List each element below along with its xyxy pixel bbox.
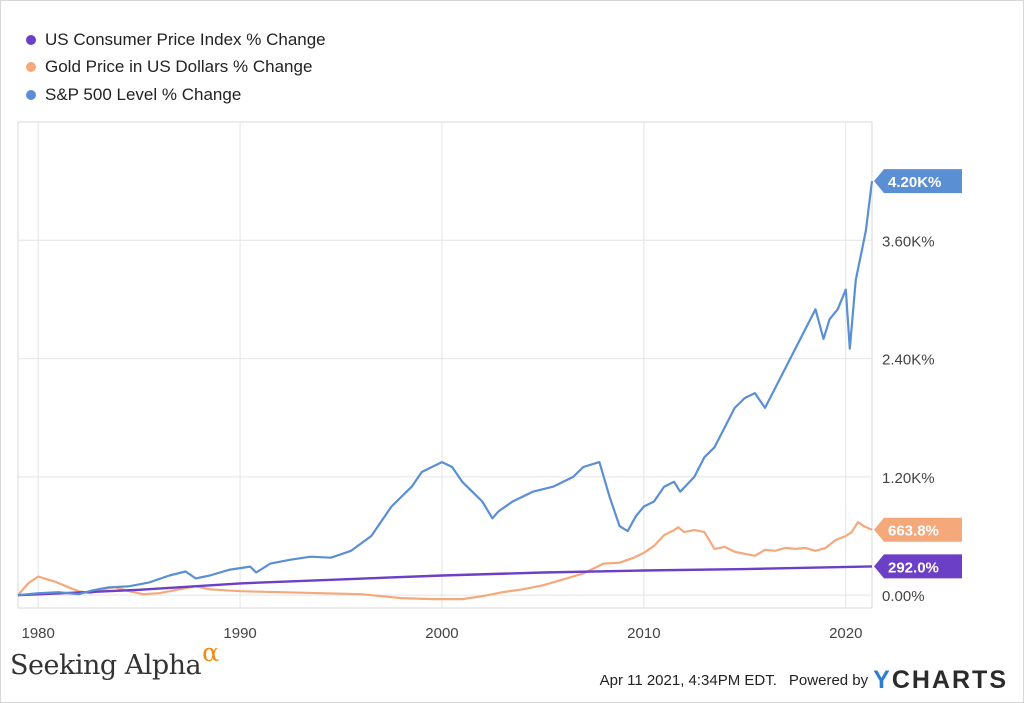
y-tick-label: 2.40K%: [882, 352, 935, 369]
x-tick-label: 1980: [22, 625, 55, 642]
seeking-alpha-logo: Seeking Alphaα: [10, 638, 219, 681]
x-tick-label: 2010: [627, 625, 660, 642]
y-tick-label: 0.00%: [882, 588, 925, 605]
end-value-label: 4.20K%: [888, 174, 941, 191]
ycharts-y-icon: Y: [873, 666, 892, 694]
ycharts-logo[interactable]: Y CHARTS: [873, 666, 1008, 695]
x-tick-label: 1990: [223, 625, 256, 642]
series-line-cpi: [17, 565, 873, 597]
legend-marker-icon: [26, 34, 36, 45]
timestamp: Apr 11 2021, 4:34PM EDT.: [599, 672, 777, 689]
end-value-label: 663.8%: [888, 523, 939, 540]
powered-by-label: Powered by: [788, 672, 869, 689]
end-value-label: 292.0%: [888, 559, 939, 576]
end-value-badge: [874, 169, 962, 194]
x-tick-label: 2000: [425, 625, 458, 642]
legend-marker-icon: [26, 89, 36, 100]
legend-item-sp500[interactable]: S&P 500 Level % Change: [26, 81, 326, 109]
chart-legend: US Consumer Price Index % Change Gold Pr…: [26, 26, 326, 109]
y-tick-label: 3.60K%: [882, 233, 935, 250]
chart-footer: Apr 11 2021, 4:34PM EDT. Powered by Y CHA…: [600, 666, 1008, 695]
legend-marker-icon: [26, 62, 36, 73]
legend-label: US Consumer Price Index % Change: [45, 29, 326, 49]
logo-text: Seeking Alpha: [10, 650, 202, 681]
x-tick-label: 2020: [829, 625, 862, 642]
legend-item-gold[interactable]: Gold Price in US Dollars % Change: [26, 54, 326, 82]
end-value-badge: [874, 517, 962, 542]
series-line-gold: [17, 521, 873, 601]
y-tick-label: 1.20K%: [882, 470, 935, 487]
end-value-badge: [874, 554, 962, 579]
plot-area-border: [17, 121, 873, 609]
series-line-sp500: [17, 180, 874, 597]
legend-label: Gold Price in US Dollars % Change: [45, 57, 313, 77]
alpha-symbol-icon: α: [202, 638, 219, 667]
ycharts-brand-text: CHARTS: [891, 666, 1008, 694]
legend-item-cpi[interactable]: US Consumer Price Index % Change: [26, 26, 326, 54]
legend-label: S&P 500 Level % Change: [45, 84, 242, 104]
